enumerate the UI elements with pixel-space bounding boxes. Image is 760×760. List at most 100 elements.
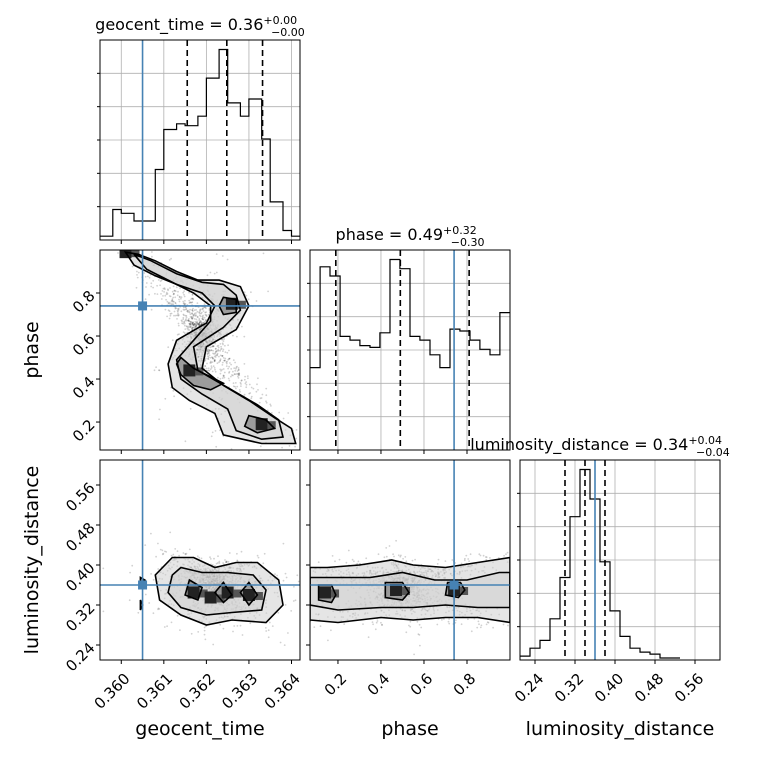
sample-point xyxy=(486,621,489,624)
sample-point xyxy=(198,314,201,317)
sample-point xyxy=(175,307,178,310)
sample-point xyxy=(367,636,370,639)
sample-point xyxy=(212,345,214,348)
sample-point xyxy=(174,290,177,293)
sample-point xyxy=(173,314,175,317)
sample-point xyxy=(191,326,194,329)
y-axis-label-luminosity_distance: luminosity_distance xyxy=(21,466,43,655)
sample-point xyxy=(199,321,201,324)
sample-point xyxy=(210,361,213,364)
y-tick-label: 0.2 xyxy=(69,416,99,446)
sample-point xyxy=(191,322,194,325)
sample-point xyxy=(245,381,248,383)
sample-point xyxy=(479,554,482,557)
sample-point xyxy=(173,310,176,313)
sample-point xyxy=(159,284,162,287)
sample-point xyxy=(192,307,194,310)
sample-point xyxy=(198,311,201,314)
sample-point xyxy=(156,293,159,295)
sample-point xyxy=(219,359,222,362)
sample-point xyxy=(208,352,210,354)
sample-point xyxy=(189,323,191,325)
sample-point xyxy=(243,393,246,396)
sample-point xyxy=(195,325,198,328)
sample-point xyxy=(148,276,151,279)
sample-point xyxy=(131,564,134,567)
sample-point xyxy=(198,323,200,326)
sample-point xyxy=(221,368,223,371)
sample-point xyxy=(176,550,179,553)
sample-point xyxy=(245,294,248,297)
sample-point xyxy=(177,308,179,310)
sample-point xyxy=(156,284,159,287)
sample-point xyxy=(217,349,220,352)
contour-line xyxy=(384,581,410,601)
sample-point xyxy=(170,300,173,303)
sample-point xyxy=(301,554,303,556)
sample-point xyxy=(371,621,374,623)
sample-point xyxy=(218,560,221,563)
sample-point xyxy=(270,405,272,407)
sample-point xyxy=(168,317,171,320)
sample-point xyxy=(152,612,155,615)
sample-point xyxy=(214,430,217,432)
sample-point xyxy=(174,302,177,305)
sample-point xyxy=(448,622,451,625)
sample-point xyxy=(416,620,419,623)
sample-point xyxy=(518,554,520,556)
sample-point xyxy=(214,342,217,345)
sample-point xyxy=(202,310,205,312)
sample-point xyxy=(199,315,202,318)
sample-point xyxy=(209,558,212,560)
y-tick-label: 0.4 xyxy=(69,373,99,403)
sample-point xyxy=(186,310,189,312)
sample-point xyxy=(198,321,201,324)
sample-point xyxy=(171,298,174,300)
sample-point xyxy=(250,395,253,398)
sample-point xyxy=(207,350,210,353)
sample-point xyxy=(236,385,239,388)
sample-point xyxy=(232,630,234,633)
sample-point xyxy=(205,311,208,313)
sample-point xyxy=(265,401,268,404)
sample-point xyxy=(107,237,109,239)
sample-point xyxy=(191,323,194,326)
sample-point xyxy=(191,312,194,314)
sample-point xyxy=(185,318,187,321)
sample-point xyxy=(185,315,188,317)
sample-point xyxy=(170,312,173,315)
sample-point xyxy=(193,323,196,326)
sample-point xyxy=(198,319,201,321)
sample-point xyxy=(204,365,207,368)
sample-point xyxy=(524,624,526,626)
panel-title-geocent_time: geocent_time = 0.36+0.00 −0.00 xyxy=(95,14,305,39)
sample-point xyxy=(189,308,192,311)
sample-point xyxy=(169,314,172,317)
sample-point xyxy=(187,319,190,322)
sample-point xyxy=(171,339,174,342)
sample-point xyxy=(236,370,239,372)
sample-point xyxy=(169,312,172,315)
sample-point xyxy=(193,312,196,315)
sample-point xyxy=(255,390,258,393)
density-cell xyxy=(254,592,263,600)
sample-point xyxy=(204,318,207,321)
sample-point xyxy=(108,238,110,240)
sample-point xyxy=(204,365,207,367)
density-cell xyxy=(402,587,411,595)
sample-point xyxy=(171,299,174,301)
sample-point xyxy=(191,297,194,300)
sample-point xyxy=(184,302,187,305)
sample-point xyxy=(399,555,402,558)
contour-line xyxy=(243,414,277,434)
sample-point xyxy=(205,367,208,370)
sample-point xyxy=(169,531,172,534)
sample-point xyxy=(190,323,193,326)
sample-point xyxy=(286,550,288,552)
density-cell xyxy=(225,297,238,310)
sample-point xyxy=(236,372,239,375)
sample-point xyxy=(292,600,295,602)
sample-point xyxy=(221,355,224,357)
sample-point xyxy=(188,548,191,551)
sample-point xyxy=(190,325,192,328)
